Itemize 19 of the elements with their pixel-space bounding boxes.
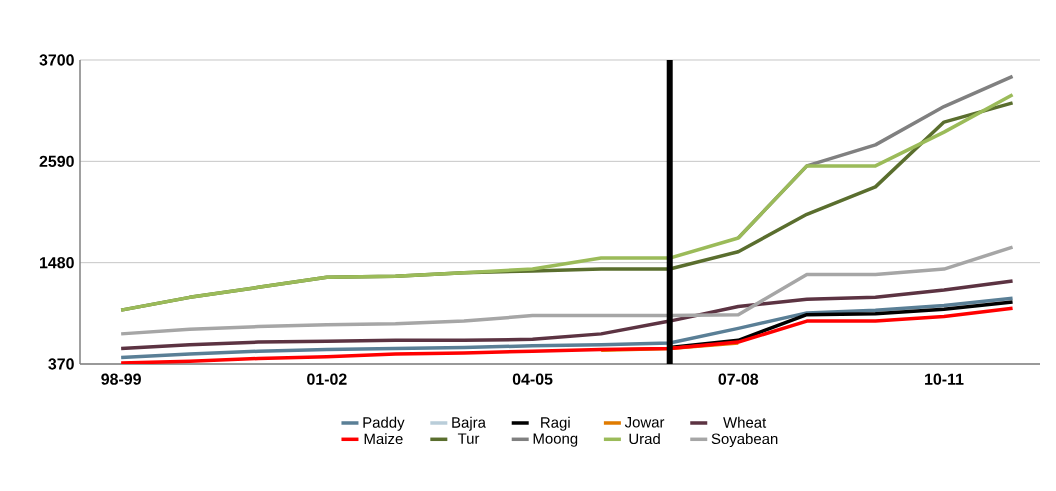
legend-label: Urad	[629, 433, 660, 445]
x-tick-label: 10-11	[925, 373, 964, 385]
x-tick-label: 01-02	[307, 373, 347, 385]
x-tick-label: 98-99	[101, 373, 141, 385]
y-tick-label: 2590	[39, 155, 74, 167]
x-tick-label: 07-08	[718, 373, 759, 385]
legend-label: Soyabean	[711, 433, 778, 448]
y-tick-label: 3700	[39, 54, 74, 66]
legend-label: Maize	[364, 433, 403, 445]
legend-label: Ragi	[541, 416, 570, 431]
legend-label: Moong	[533, 433, 578, 447]
legend-label: Jowar	[624, 417, 665, 428]
legend-label: Tur	[457, 433, 480, 444]
legend-label: Bajra	[452, 416, 486, 431]
y-tick-label: 1480	[40, 257, 74, 269]
legend-label: Wheat	[723, 416, 767, 428]
x-tick-label: 04-05	[512, 373, 553, 385]
legend-label: Paddy	[363, 416, 405, 431]
y-tick-label: 370	[48, 358, 74, 370]
